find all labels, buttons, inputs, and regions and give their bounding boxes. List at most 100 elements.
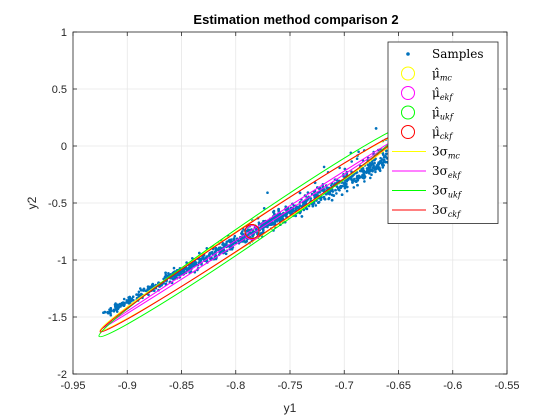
sample-point bbox=[357, 150, 360, 154]
legend-mean-marker bbox=[401, 66, 415, 81]
sample-point bbox=[275, 219, 278, 222]
sample-point bbox=[125, 301, 129, 304]
sample-point bbox=[370, 173, 373, 176]
y-axis-ticks: -2 -1.5 -1 -0.5 0 0.5 1 bbox=[48, 27, 507, 381]
sample-point bbox=[188, 266, 191, 270]
sample-point bbox=[198, 251, 201, 255]
sample-point bbox=[135, 293, 138, 296]
sample-point bbox=[303, 200, 306, 204]
sample-point bbox=[374, 166, 378, 169]
sample-point bbox=[322, 195, 326, 199]
x-axis-label: y1 bbox=[284, 401, 297, 415]
sample-point bbox=[239, 238, 243, 241]
y-tick-label: 1 bbox=[61, 27, 67, 39]
sample-point bbox=[356, 183, 359, 187]
sample-point bbox=[171, 277, 175, 281]
sample-point bbox=[199, 258, 203, 262]
sample-point bbox=[368, 161, 372, 165]
legend-mean-marker bbox=[401, 86, 415, 100]
sample-point bbox=[266, 191, 269, 194]
sample-point bbox=[122, 297, 126, 301]
sample-point bbox=[185, 267, 188, 271]
legend-label: 3σmc bbox=[432, 145, 460, 161]
sample-point bbox=[296, 205, 300, 209]
sample-point bbox=[323, 188, 326, 191]
legend-mean-marker bbox=[401, 105, 415, 120]
sample-point bbox=[127, 302, 131, 305]
sample-point bbox=[278, 218, 281, 222]
sample-point bbox=[109, 313, 113, 317]
legend-label: 3σukf bbox=[432, 184, 463, 200]
x-tick-label: -0.95 bbox=[60, 380, 85, 392]
sample-point bbox=[232, 237, 236, 241]
sample-point bbox=[229, 239, 233, 243]
sample-point bbox=[384, 154, 387, 158]
sample-point bbox=[327, 197, 330, 201]
y-tick-label: -0.5 bbox=[48, 198, 67, 210]
sample-point bbox=[344, 184, 347, 188]
sample-point bbox=[328, 192, 332, 196]
sample-point bbox=[372, 164, 375, 167]
sample-point bbox=[298, 191, 302, 195]
sample-point bbox=[314, 204, 318, 207]
y-tick-label: 0.5 bbox=[52, 84, 67, 96]
sample-point bbox=[158, 285, 161, 288]
sample-point bbox=[334, 188, 337, 192]
sample-point bbox=[298, 204, 302, 207]
y-tick-label: 0 bbox=[61, 141, 67, 153]
sample-point bbox=[330, 193, 334, 197]
sample-point bbox=[258, 232, 262, 236]
sample-point bbox=[123, 303, 126, 307]
sample-point bbox=[272, 212, 276, 215]
sample-point bbox=[120, 301, 124, 305]
sample-point bbox=[354, 179, 357, 183]
sample-point bbox=[139, 293, 142, 297]
sample-point bbox=[139, 287, 142, 290]
sample-point bbox=[172, 266, 176, 270]
sample-point bbox=[318, 191, 322, 194]
y-tick-label: -1 bbox=[57, 255, 67, 267]
sample-point bbox=[130, 297, 133, 301]
sample-point bbox=[319, 198, 323, 201]
legend-box bbox=[387, 41, 499, 224]
sample-point bbox=[115, 310, 119, 313]
sample-point bbox=[246, 228, 250, 232]
sample-point bbox=[317, 201, 320, 204]
sample-point bbox=[289, 211, 292, 215]
legend-sample-marker bbox=[406, 52, 410, 56]
sample-point bbox=[245, 239, 248, 243]
sample-point bbox=[163, 275, 167, 279]
sample-point bbox=[363, 180, 366, 183]
sample-point bbox=[119, 305, 122, 308]
sample-point bbox=[382, 158, 386, 162]
sample-point bbox=[273, 220, 277, 224]
sample-point bbox=[380, 163, 384, 166]
sample-point bbox=[382, 153, 385, 156]
mean-marker-ckf bbox=[244, 224, 260, 239]
sample-point bbox=[341, 184, 344, 188]
sample-point bbox=[338, 186, 342, 189]
x-tick-label: -0.9 bbox=[118, 380, 137, 392]
sample-point bbox=[330, 198, 334, 202]
sample-point bbox=[335, 192, 338, 195]
sample-point bbox=[343, 186, 347, 190]
sample-point bbox=[343, 167, 347, 171]
sample-point bbox=[128, 295, 131, 299]
sample-point bbox=[218, 248, 221, 251]
sample-point bbox=[359, 175, 363, 179]
sample-point bbox=[377, 167, 381, 171]
mean-markers bbox=[244, 224, 260, 241]
sample-point bbox=[337, 188, 340, 191]
sample-point bbox=[257, 221, 261, 224]
sample-point bbox=[131, 295, 135, 299]
sample-point bbox=[331, 190, 335, 193]
sample-point bbox=[193, 263, 196, 267]
sample-point bbox=[164, 273, 168, 277]
sample-point bbox=[380, 160, 383, 164]
sample-point bbox=[282, 214, 285, 217]
sample-point bbox=[142, 287, 146, 291]
sample-point bbox=[355, 157, 359, 160]
sample-point bbox=[309, 197, 313, 200]
legend-label: Samples bbox=[432, 47, 484, 61]
sample-point bbox=[350, 160, 354, 163]
